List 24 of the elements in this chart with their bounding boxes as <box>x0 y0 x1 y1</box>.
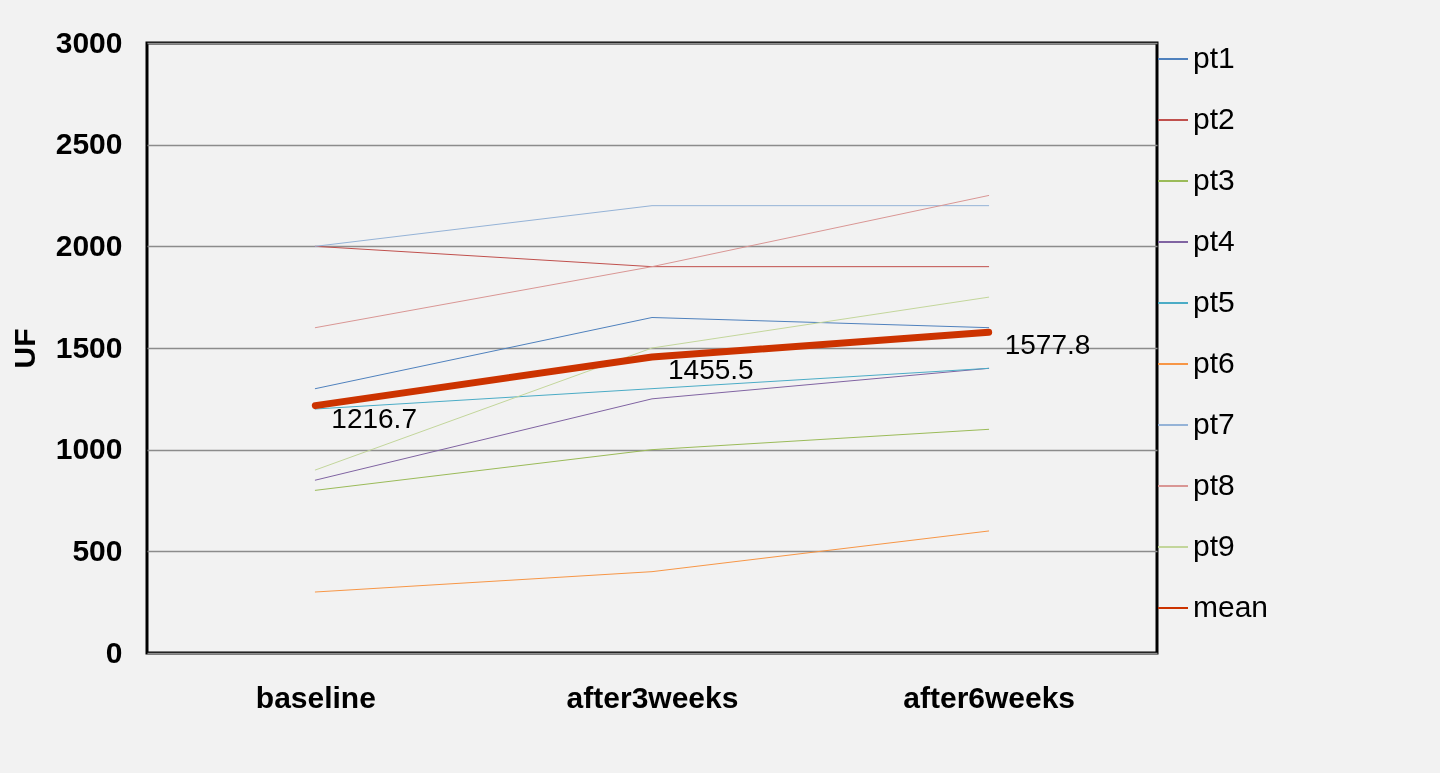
legend-label: pt1 <box>1193 41 1235 74</box>
legend-label: pt6 <box>1193 346 1235 379</box>
y-tick-label: 1000 <box>55 432 123 466</box>
x-tick-label: after3weeks <box>566 680 739 714</box>
y-axis-title: UF <box>7 328 41 369</box>
x-tick-label: baseline <box>255 680 376 714</box>
data-label: 1577.8 <box>1004 329 1091 361</box>
legend-label: pt4 <box>1193 224 1235 257</box>
legend-label: pt9 <box>1193 529 1235 562</box>
y-tick-label: 2500 <box>55 127 123 161</box>
y-tick-label: 1500 <box>55 330 123 364</box>
legend-label: pt2 <box>1193 102 1235 135</box>
legend-label: pt3 <box>1193 163 1235 196</box>
y-tick-label: 500 <box>72 533 123 567</box>
legend-label: pt5 <box>1193 285 1235 318</box>
y-tick-label: 0 <box>105 635 123 669</box>
legend-label: mean <box>1193 590 1269 623</box>
data-label: 1216.7 <box>331 402 417 434</box>
legend-label: pt8 <box>1193 468 1235 501</box>
y-tick-label: 2000 <box>55 228 123 262</box>
x-tick-label: after6weeks <box>903 680 1076 714</box>
data-label: 1455.5 <box>668 354 754 386</box>
y-tick-label: 3000 <box>55 25 123 59</box>
legend-label: pt7 <box>1193 407 1235 440</box>
